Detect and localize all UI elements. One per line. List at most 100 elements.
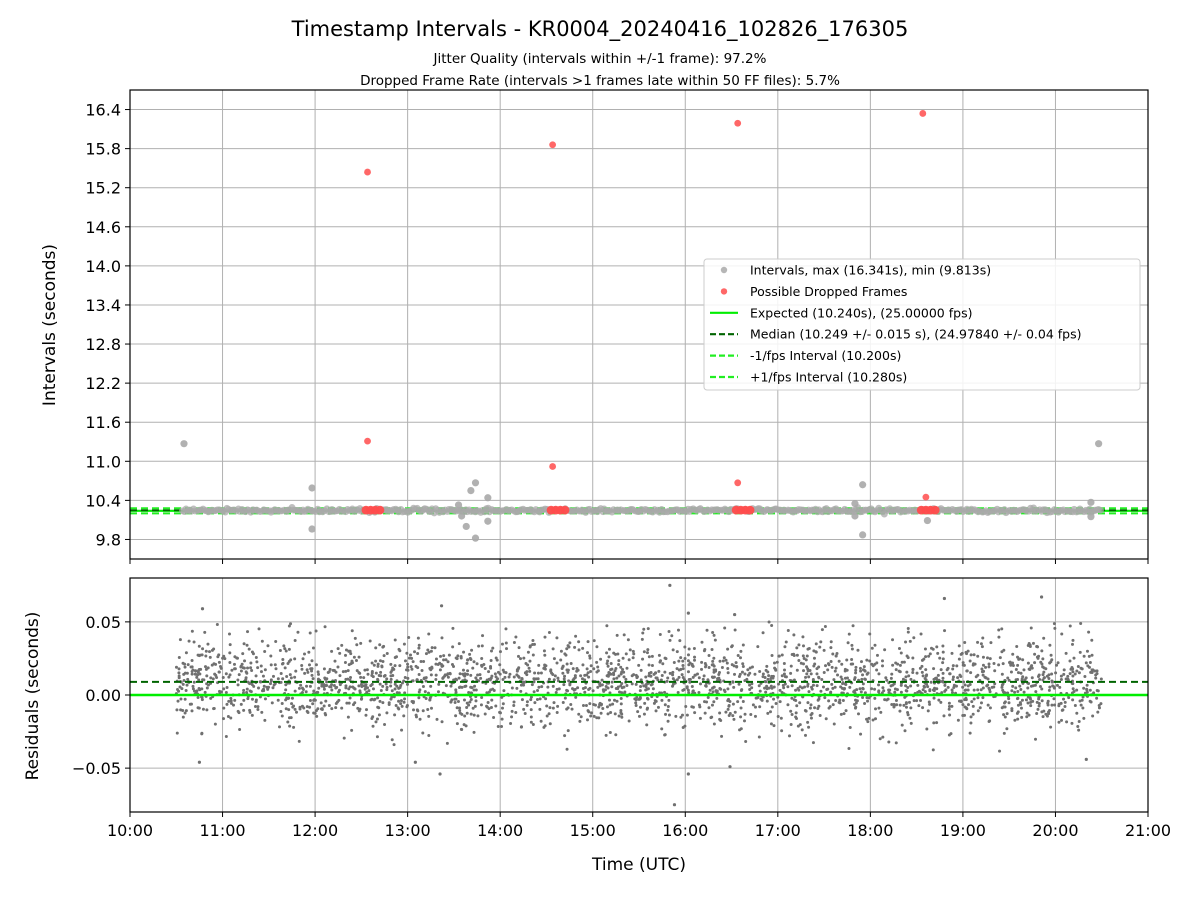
residual-point <box>976 696 980 700</box>
residual-point <box>811 741 815 745</box>
residual-point <box>1073 672 1077 676</box>
residual-point <box>904 684 908 688</box>
residual-point <box>711 630 715 634</box>
residual-point <box>814 642 818 646</box>
residual-point <box>347 701 351 705</box>
residual-point <box>865 696 869 700</box>
residual-point <box>1077 719 1081 723</box>
residual-point <box>385 651 389 655</box>
residual-point <box>941 644 945 648</box>
residual-point <box>682 688 686 692</box>
residual-point <box>601 707 605 711</box>
residual-point <box>783 668 787 672</box>
residual-point <box>830 665 834 669</box>
residual-point <box>761 631 765 635</box>
residual-point <box>491 646 495 650</box>
residual-point <box>900 660 904 664</box>
residual-point <box>376 677 380 681</box>
residual-point <box>712 664 716 668</box>
residual-point <box>1019 706 1023 710</box>
residual-point <box>428 667 432 671</box>
residual-point <box>1095 669 1099 673</box>
residual-point <box>436 690 440 694</box>
residual-point <box>1046 703 1050 707</box>
residual-point <box>843 686 847 690</box>
residual-point <box>638 689 642 693</box>
residual-point <box>1079 666 1083 670</box>
residual-point <box>227 675 231 679</box>
residual-point <box>969 715 973 719</box>
residual-point <box>382 674 386 678</box>
residual-point <box>390 669 394 673</box>
residual-point <box>630 682 634 686</box>
residual-point <box>1070 721 1074 725</box>
residual-point <box>1018 701 1022 705</box>
residual-point <box>353 701 357 705</box>
residual-point <box>803 708 807 712</box>
residual-point <box>877 706 881 710</box>
residual-point <box>585 651 589 655</box>
residual-point <box>417 673 421 677</box>
residual-point <box>568 682 572 686</box>
residual-point <box>222 706 226 710</box>
residual-point <box>206 642 210 646</box>
residual-point <box>330 683 334 687</box>
residual-point <box>774 701 778 705</box>
residual-point <box>693 655 697 659</box>
residual-point <box>259 670 263 674</box>
residual-point <box>803 733 807 737</box>
residual-point <box>372 663 376 667</box>
residual-point <box>317 686 321 690</box>
residual-point <box>471 706 475 710</box>
residual-point <box>462 698 466 702</box>
residual-point <box>870 646 874 650</box>
residual-point <box>509 721 513 725</box>
residual-point <box>728 682 732 686</box>
residual-point <box>890 703 894 707</box>
residual-point <box>400 704 404 708</box>
residual-point <box>644 688 648 692</box>
residual-point <box>1016 703 1020 707</box>
residual-point <box>378 659 382 663</box>
residual-point <box>1015 697 1019 701</box>
residual-point <box>433 646 437 650</box>
residual-point <box>932 696 936 700</box>
residual-point <box>700 640 704 644</box>
residual-point <box>968 731 972 735</box>
residual-point <box>1013 690 1017 694</box>
residual-point <box>428 696 432 700</box>
residual-point <box>1040 687 1044 691</box>
residual-point <box>746 668 750 672</box>
residual-point <box>528 645 532 649</box>
residual-point <box>554 691 558 695</box>
residual-point <box>586 640 590 644</box>
residual-point <box>520 676 524 680</box>
residual-point <box>350 728 354 732</box>
residual-point <box>940 691 944 695</box>
residual-point <box>284 688 288 692</box>
residual-point <box>389 680 393 684</box>
residual-point <box>931 647 935 651</box>
residual-point <box>342 736 346 740</box>
residual-point <box>440 720 444 724</box>
residual-point <box>756 645 760 649</box>
residual-point <box>536 671 540 675</box>
residual-point <box>679 715 683 719</box>
residual-point <box>510 715 514 719</box>
residual-point <box>688 661 692 665</box>
residual-point <box>712 700 716 704</box>
residual-point <box>968 659 972 663</box>
residual-point <box>251 652 255 656</box>
residual-point <box>981 686 985 690</box>
residual-point <box>512 700 516 704</box>
residual-point <box>1019 687 1023 691</box>
residual-point <box>585 718 589 722</box>
residual-point <box>441 664 445 668</box>
residual-point <box>909 677 913 681</box>
residual-point <box>605 705 609 709</box>
residual-point <box>592 714 596 718</box>
residual-point <box>240 662 244 666</box>
residual-point <box>1068 659 1072 663</box>
residual-point <box>986 703 990 707</box>
residuals-reference-lines <box>130 680 1148 697</box>
